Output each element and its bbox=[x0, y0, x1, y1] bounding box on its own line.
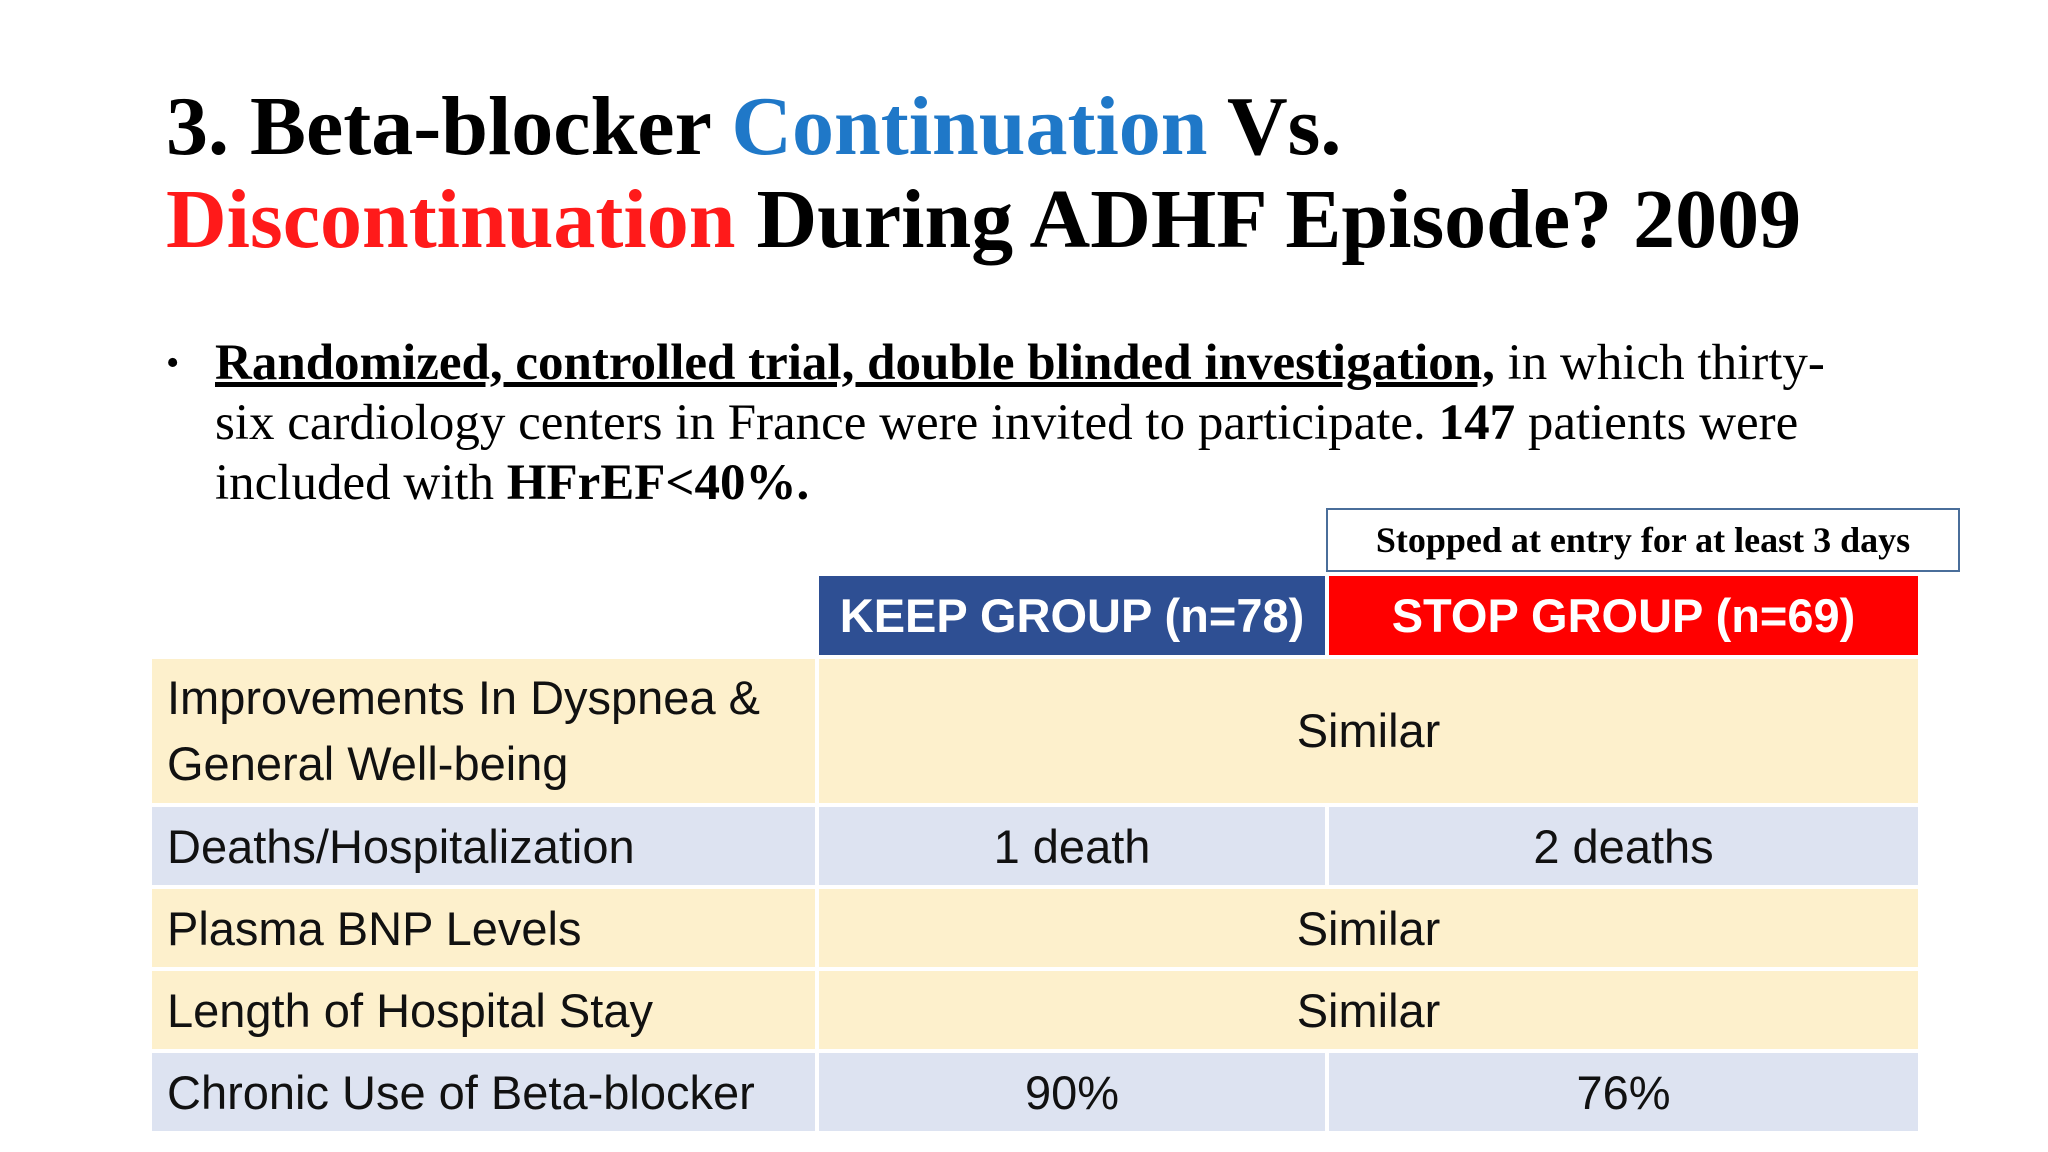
keep-value: 1 death bbox=[819, 803, 1329, 885]
title-part-3: Vs. bbox=[1207, 80, 1342, 173]
table-row: Deaths/Hospitalization 1 death 2 deaths bbox=[152, 803, 1918, 885]
stop-group-header: STOP GROUP (n=69) bbox=[1329, 576, 1918, 655]
stop-group-note: Stopped at entry for at least 3 days bbox=[1326, 508, 1960, 572]
row-label: Improvements In Dyspnea & General Well-b… bbox=[152, 655, 819, 803]
bullet-text: Randomized, controlled trial, double bli… bbox=[215, 333, 1846, 513]
slide-title: 3. Beta-blocker Continuation Vs. Disconti… bbox=[166, 80, 1801, 266]
keep-group-header: KEEP GROUP (n=78) bbox=[819, 576, 1329, 655]
table-row: Length of Hospital Stay Similar bbox=[152, 967, 1918, 1049]
table-header-row: KEEP GROUP (n=78) STOP GROUP (n=69) bbox=[152, 576, 1918, 655]
row-label: Plasma BNP Levels bbox=[152, 885, 819, 967]
stop-value: 76% bbox=[1329, 1049, 1918, 1131]
merged-value: Similar bbox=[819, 967, 1918, 1049]
bullet-point: • Randomized, controlled trial, double b… bbox=[166, 333, 1846, 513]
patient-count: 147 bbox=[1438, 395, 1516, 451]
table-row: Chronic Use of Beta-blocker 90% 76% bbox=[152, 1049, 1918, 1131]
title-discontinuation: Discontinuation bbox=[166, 173, 736, 266]
hfref-criterion: HFrEF<40%. bbox=[506, 455, 810, 511]
merged-value: Similar bbox=[819, 885, 1918, 967]
bullet-text-2: patients were included with bbox=[215, 395, 1799, 511]
row-label: Deaths/Hospitalization bbox=[152, 803, 819, 885]
table-row: Plasma BNP Levels Similar bbox=[152, 885, 1918, 967]
row-label: Chronic Use of Beta-blocker bbox=[152, 1049, 819, 1131]
keep-value: 90% bbox=[819, 1049, 1329, 1131]
row-label: Length of Hospital Stay bbox=[152, 967, 819, 1049]
bullet-dot-icon: • bbox=[166, 342, 180, 384]
results-table: KEEP GROUP (n=78) STOP GROUP (n=69) Impr… bbox=[152, 576, 1918, 1131]
table-row: Improvements In Dyspnea & General Well-b… bbox=[152, 655, 1918, 803]
merged-value: Similar bbox=[819, 655, 1918, 803]
study-design-text: Randomized, controlled trial, double bli… bbox=[215, 335, 1495, 391]
table-header-empty bbox=[152, 576, 819, 655]
bullet-text-1: in which thirty-six cardiology centers i… bbox=[215, 335, 1825, 451]
stop-value: 2 deaths bbox=[1329, 803, 1918, 885]
title-part-1: 3. Beta-blocker bbox=[166, 80, 732, 173]
title-continuation: Continuation bbox=[731, 80, 1208, 173]
title-part-5: During ADHF Episode? 2009 bbox=[735, 173, 1802, 266]
